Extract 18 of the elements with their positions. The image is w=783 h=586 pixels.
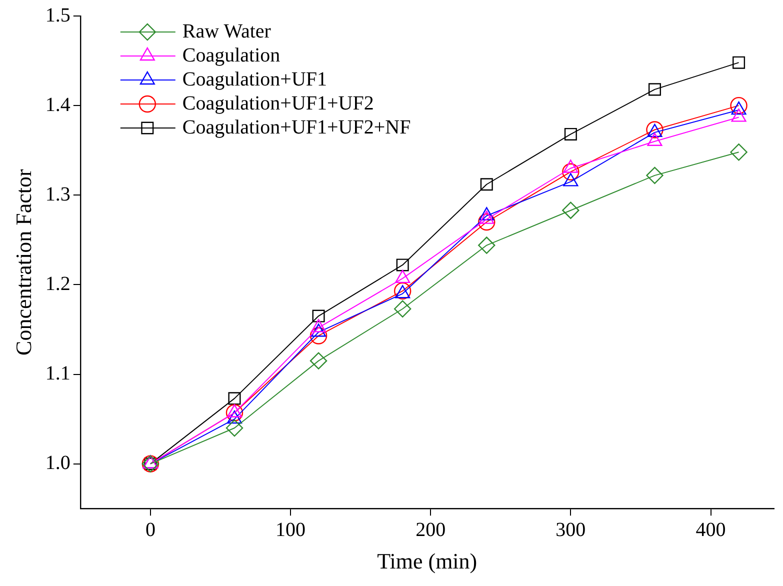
y-tick-label: 1.4 [45, 94, 70, 116]
y-tick-label: 1.3 [45, 183, 70, 206]
y-tick-label: 1.1 [45, 362, 70, 385]
y-axis-title: Concentration Factor [10, 168, 36, 356]
x-tick-label: 300 [556, 518, 586, 541]
y-tick-label: 1.2 [45, 272, 70, 295]
legend-label: Raw Water [182, 20, 272, 42]
legend-label: Coagulation+UF1+UF2+NF [182, 116, 411, 138]
x-tick-label: 200 [416, 518, 446, 541]
x-axis-title: Time (min) [377, 548, 478, 574]
x-tick-label: 100 [276, 518, 306, 541]
legend-label: Coagulation+UF1+UF2 [182, 92, 374, 114]
x-tick-label: 400 [696, 518, 726, 541]
legend-label: Coagulation [182, 44, 280, 66]
x-tick-label: 0 [145, 518, 156, 541]
legend-label: Coagulation+UF1 [182, 68, 328, 90]
y-tick-label: 1.5 [45, 4, 70, 26]
y-tick-label: 1.0 [45, 452, 70, 474]
